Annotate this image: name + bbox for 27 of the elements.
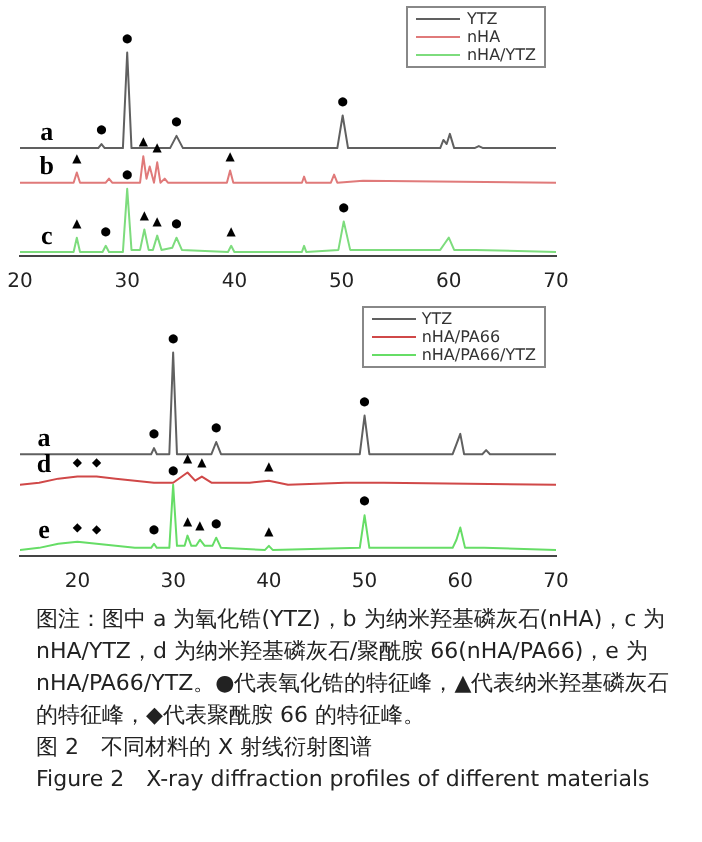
x-tick-label: 50 [351,571,378,594]
x-tick-label: 20 [64,571,91,594]
annotation: b [39,150,55,181]
text: 图注：图中 a 为氧化锆(YTZ)，b 为纳米羟基磷灰石(nHA)，c 为 nHA/YTZ，d 为纳米羟基磷灰石/聚酰胺 66(nHA/PA66)，e 为 nHA/PA66/YTZ。●代表氧化锆的特征峰，▲代表纳米羟基磷灰石的特征峰，◆代表聚酰胺 66 的特征峰。 [36,604,672,732]
x-tick-label: 20 [7,271,33,294]
x-tick-label: 40 [221,271,248,294]
x-tick-label: 50 [328,271,355,294]
annotation: a [37,421,52,452]
x-tick-label: 70 [543,271,569,294]
legend-label: nHA/PA66/YTZ [419,346,536,364]
legend-label: nHA/PA66 [419,328,503,346]
x-tick-label: 40 [256,571,282,594]
legend-label: YTZ [419,310,455,328]
x-tick-label: 60 [436,271,462,294]
annotation: d [36,448,53,479]
annotation: e [38,513,51,544]
x-tick-label: 70 [543,571,569,594]
annotation: a [40,115,55,146]
caption: Figure 2 X-ray diffraction profiles of different materials [36,764,652,796]
legend-label: nHA [464,28,503,46]
annotation: c [41,219,54,250]
caption: 图 2 不同材料的 X 射线衍射图谱 [36,732,375,764]
legend-label: nHA/YTZ [464,46,536,64]
legend-label: YTZ [464,10,500,28]
x-tick-label: 30 [160,571,186,594]
x-tick-label: 30 [114,271,140,294]
x-tick-label: 60 [447,571,474,594]
